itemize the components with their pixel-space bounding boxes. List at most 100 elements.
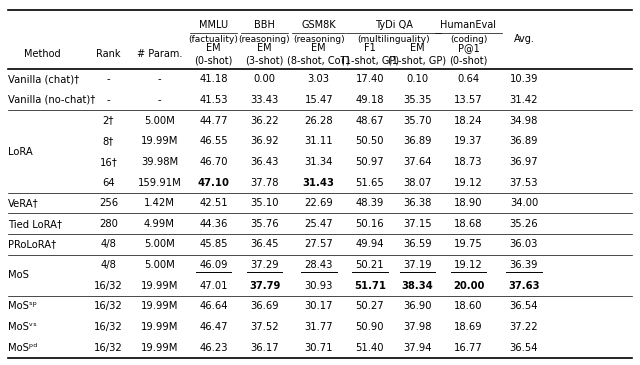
- Text: 4/8: 4/8: [100, 239, 116, 249]
- Text: 36.89: 36.89: [403, 136, 432, 146]
- Text: 51.71: 51.71: [354, 281, 386, 291]
- Text: VeRA†: VeRA†: [8, 198, 38, 208]
- Text: 16/32: 16/32: [94, 281, 123, 291]
- Text: 37.79: 37.79: [249, 281, 280, 291]
- Text: TyDi QA: TyDi QA: [374, 20, 413, 30]
- Text: 19.99M: 19.99M: [141, 343, 178, 353]
- Text: (reasoning): (reasoning): [293, 35, 344, 44]
- Text: 37.19: 37.19: [403, 260, 432, 270]
- Text: 4.99M: 4.99M: [144, 219, 175, 229]
- Text: 20.00: 20.00: [452, 281, 484, 291]
- Text: 44.77: 44.77: [199, 116, 228, 126]
- Text: 1.42M: 1.42M: [144, 198, 175, 208]
- Text: -: -: [157, 74, 161, 84]
- Text: 16†: 16†: [99, 157, 117, 167]
- Text: 51.40: 51.40: [355, 343, 384, 353]
- Text: 46.23: 46.23: [199, 343, 228, 353]
- Text: 36.97: 36.97: [509, 157, 538, 167]
- Text: -: -: [157, 95, 161, 105]
- Text: 37.64: 37.64: [403, 157, 432, 167]
- Text: 46.70: 46.70: [199, 157, 228, 167]
- Text: -: -: [107, 95, 110, 105]
- Text: 3.03: 3.03: [308, 74, 330, 84]
- Text: Avg.: Avg.: [513, 34, 534, 45]
- Text: 19.99M: 19.99M: [141, 281, 178, 291]
- Text: 46.55: 46.55: [199, 136, 228, 146]
- Text: 35.70: 35.70: [403, 116, 432, 126]
- Text: 18.60: 18.60: [454, 301, 483, 311]
- Text: 51.65: 51.65: [355, 177, 384, 188]
- Text: 31.43: 31.43: [303, 177, 335, 188]
- Text: EM
(0-shot): EM (0-shot): [195, 43, 233, 65]
- Text: 36.17: 36.17: [250, 343, 279, 353]
- Text: 18.90: 18.90: [454, 198, 483, 208]
- Text: 39.98M: 39.98M: [141, 157, 178, 167]
- Text: 19.12: 19.12: [454, 177, 483, 188]
- Text: -: -: [107, 74, 110, 84]
- Text: 30.71: 30.71: [305, 343, 333, 353]
- Text: 49.18: 49.18: [355, 95, 384, 105]
- Text: 36.39: 36.39: [509, 260, 538, 270]
- Text: 18.73: 18.73: [454, 157, 483, 167]
- Text: 18.68: 18.68: [454, 219, 483, 229]
- Text: 49.94: 49.94: [355, 239, 384, 249]
- Text: 36.92: 36.92: [250, 136, 279, 146]
- Text: EM
(3-shot): EM (3-shot): [245, 43, 284, 65]
- Text: # Param.: # Param.: [137, 49, 182, 59]
- Text: 48.67: 48.67: [355, 116, 384, 126]
- Text: EM
(1-shot, GP): EM (1-shot, GP): [388, 43, 447, 65]
- Text: 5.00M: 5.00M: [144, 239, 175, 249]
- Text: 42.51: 42.51: [199, 198, 228, 208]
- Text: 36.38: 36.38: [403, 198, 432, 208]
- Text: LoRA: LoRA: [8, 146, 33, 157]
- Text: 256: 256: [99, 198, 118, 208]
- Text: 36.59: 36.59: [403, 239, 432, 249]
- Text: MoSˢᵖ: MoSˢᵖ: [8, 301, 36, 311]
- Text: 31.77: 31.77: [305, 322, 333, 332]
- Text: 36.69: 36.69: [250, 301, 279, 311]
- Text: 31.42: 31.42: [509, 95, 538, 105]
- Text: 18.24: 18.24: [454, 116, 483, 126]
- Text: 16/32: 16/32: [94, 301, 123, 311]
- Text: 30.93: 30.93: [305, 281, 333, 291]
- Text: 37.52: 37.52: [250, 322, 279, 332]
- Text: Vanilla (chat)†: Vanilla (chat)†: [8, 74, 79, 84]
- Text: 36.54: 36.54: [509, 301, 538, 311]
- Text: 48.39: 48.39: [355, 198, 384, 208]
- Text: 5.00M: 5.00M: [144, 260, 175, 270]
- Text: 50.90: 50.90: [355, 322, 384, 332]
- Text: 30.17: 30.17: [305, 301, 333, 311]
- Text: 0.00: 0.00: [253, 74, 276, 84]
- Text: 13.57: 13.57: [454, 95, 483, 105]
- Text: 44.36: 44.36: [200, 219, 228, 229]
- Text: 47.01: 47.01: [199, 281, 228, 291]
- Text: 34.00: 34.00: [510, 198, 538, 208]
- Text: 31.11: 31.11: [305, 136, 333, 146]
- Text: MoSᵖᵈ: MoSᵖᵈ: [8, 343, 37, 353]
- Text: EM
(8-shot, CoT): EM (8-shot, CoT): [287, 43, 350, 65]
- Text: F1
(1-shot, GP): F1 (1-shot, GP): [340, 43, 399, 65]
- Text: 37.29: 37.29: [250, 260, 279, 270]
- Text: 25.47: 25.47: [305, 219, 333, 229]
- Text: 36.45: 36.45: [250, 239, 279, 249]
- Text: 47.10: 47.10: [198, 177, 230, 188]
- Text: 41.18: 41.18: [199, 74, 228, 84]
- Text: 26.28: 26.28: [305, 116, 333, 126]
- Text: 159.91M: 159.91M: [138, 177, 181, 188]
- Text: 19.99M: 19.99M: [141, 136, 178, 146]
- Text: 19.99M: 19.99M: [141, 322, 178, 332]
- Text: 19.37: 19.37: [454, 136, 483, 146]
- Text: P@1
(0-shot): P@1 (0-shot): [449, 43, 488, 65]
- Text: 10.39: 10.39: [509, 74, 538, 84]
- Text: 8†: 8†: [103, 136, 114, 146]
- Text: 37.78: 37.78: [250, 177, 279, 188]
- Text: 50.21: 50.21: [355, 260, 384, 270]
- Text: 280: 280: [99, 219, 118, 229]
- Text: 33.43: 33.43: [250, 95, 278, 105]
- Text: BBH: BBH: [254, 20, 275, 30]
- Text: (coding): (coding): [450, 35, 487, 44]
- Text: 19.75: 19.75: [454, 239, 483, 249]
- Text: 5.00M: 5.00M: [144, 116, 175, 126]
- Text: 19.12: 19.12: [454, 260, 483, 270]
- Text: 46.09: 46.09: [199, 260, 228, 270]
